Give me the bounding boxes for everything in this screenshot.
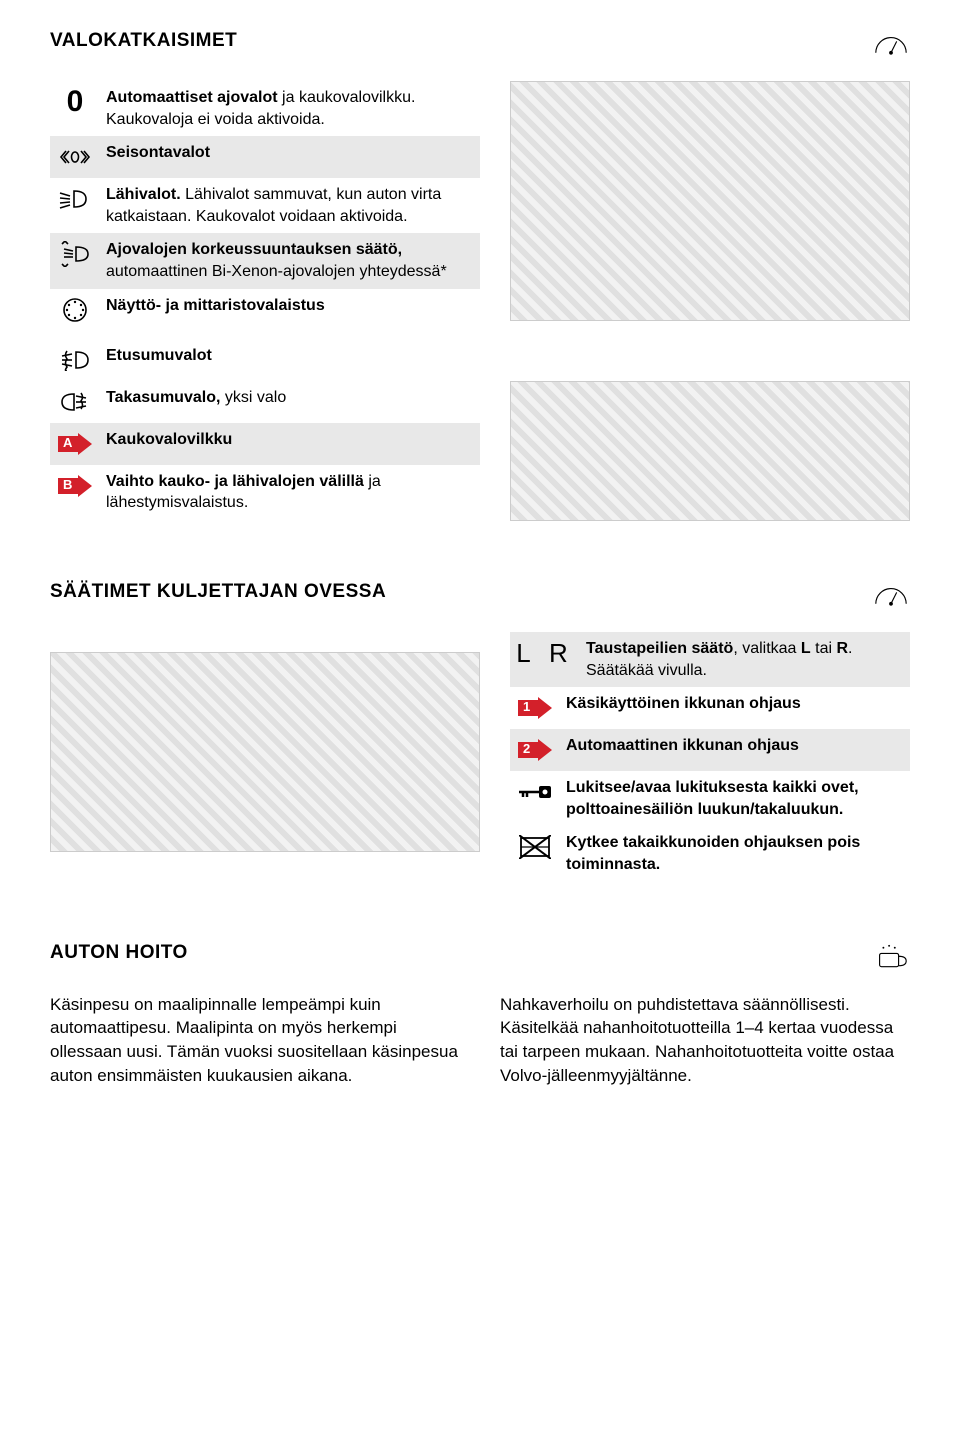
item-text: Seisontavalot [106, 142, 474, 164]
front-fog-icon [56, 345, 94, 375]
list-item: 1 Käsikäyttöinen ikkunan ohjaus [510, 687, 910, 729]
light-panel-illustration [510, 81, 910, 321]
lr-icon: L R [516, 638, 574, 669]
section-door-controls: SÄÄTIMET KULJETTAJAN OVESSA L R Taustape… [50, 581, 910, 882]
list-item: A Kaukovalovilkku [50, 423, 480, 465]
body-text-columns: Käsinpesu on maalipinnalle lempeämpi kui… [50, 993, 910, 1088]
section-header: VALOKATKAISIMET [50, 30, 910, 56]
item-text: Vaihto kauko- ja lähivalojen välillä ja … [106, 471, 474, 514]
list-item: B Vaihto kauko- ja lähivalojen välillä j… [50, 465, 480, 520]
list-item: Lähivalot. Lähivalot sammuvat, kun auton… [50, 178, 480, 233]
arrow-a-icon: A [56, 429, 94, 459]
item-text: Taustapeilien säätö, valitkaa L tai R. S… [586, 638, 904, 681]
two-column-layout: L R Taustapeilien säätö, valitkaa L tai … [50, 632, 910, 882]
list-item: 0 Automaattiset ajovalot ja kaukovalovil… [50, 81, 480, 136]
illustration-column [50, 632, 480, 882]
item-text: Ajovalojen korkeussuuntauksen säätö, aut… [106, 239, 474, 282]
illustration-column [510, 81, 910, 521]
list-item: Lukitsee/avaa lukituksesta kaikki ovet, … [510, 771, 910, 826]
list-item: L R Taustapeilien säätö, valitkaa L tai … [510, 632, 910, 687]
stalk-illustration [510, 381, 910, 521]
list-item: 2 Automaattinen ikkunan ohjaus [510, 729, 910, 771]
zero-icon: 0 [56, 87, 94, 117]
item-text: Käsikäyttöinen ikkunan ohjaus [566, 693, 904, 715]
list-item: Näyttö- ja mittaristovalaistus [50, 289, 480, 331]
item-text: Automaattiset ajovalot ja kaukovalovilkk… [106, 87, 474, 130]
low-beam-icon [56, 184, 94, 214]
item-text: Automaattinen ikkunan ohjaus [566, 735, 904, 757]
section-title: VALOKATKAISIMET [50, 30, 237, 52]
panel-light-icon [56, 295, 94, 325]
arrow-b-icon: B [56, 471, 94, 501]
list-item: Kytkee takaikkunoiden ohjauksen pois toi… [510, 826, 910, 881]
rear-fog-icon [56, 387, 94, 417]
gauge-icon [872, 581, 910, 607]
list-item: Takasumuvalo, yksi valo [50, 381, 480, 423]
arrow-1-icon: 1 [516, 693, 554, 723]
gauge-icon [872, 30, 910, 56]
item-text: Kytkee takaikkunoiden ohjauksen pois toi… [566, 832, 904, 875]
list-item: Seisontavalot [50, 136, 480, 178]
item-text: Lukitsee/avaa lukituksesta kaikki ovet, … [566, 777, 904, 820]
door-panel-illustration [50, 652, 480, 852]
list-item: Ajovalojen korkeussuuntauksen säätö, aut… [50, 233, 480, 288]
item-text: Näyttö- ja mittaristovalaistus [106, 295, 474, 317]
section-title: AUTON HOITO [50, 942, 188, 964]
arrow-2-icon: 2 [516, 735, 554, 765]
cup-icon [872, 942, 910, 968]
item-text: Lähivalot. Lähivalot sammuvat, kun auton… [106, 184, 474, 227]
item-text: Kaukovalovilkku [106, 429, 474, 451]
item-text: Takasumuvalo, yksi valo [106, 387, 474, 409]
items-column: L R Taustapeilien säätö, valitkaa L tai … [510, 632, 910, 882]
headlight-level-icon [56, 239, 94, 269]
section-light-switches: VALOKATKAISIMET 0 Automaattiset ajovalot… [50, 30, 910, 521]
lock-key-icon [516, 777, 554, 807]
section-title: SÄÄTIMET KULJETTAJAN OVESSA [50, 581, 386, 603]
section-car-care: AUTON HOITO Käsinpesu on maalipinnalle l… [50, 942, 910, 1088]
window-block-icon [516, 832, 554, 862]
body-text-right: Nahkaverhoilu on puhdistettava säännölli… [500, 993, 910, 1088]
two-column-layout: 0 Automaattiset ajovalot ja kaukovalovil… [50, 81, 910, 521]
items-column: 0 Automaattiset ajovalot ja kaukovalovil… [50, 81, 480, 521]
list-item: Etusumuvalot [50, 339, 480, 381]
parking-lights-icon [56, 142, 94, 172]
item-text: Etusumuvalot [106, 345, 474, 367]
body-text-left: Käsinpesu on maalipinnalle lempeämpi kui… [50, 993, 460, 1088]
section-header: SÄÄTIMET KULJETTAJAN OVESSA [50, 581, 910, 607]
section-header: AUTON HOITO [50, 942, 910, 968]
